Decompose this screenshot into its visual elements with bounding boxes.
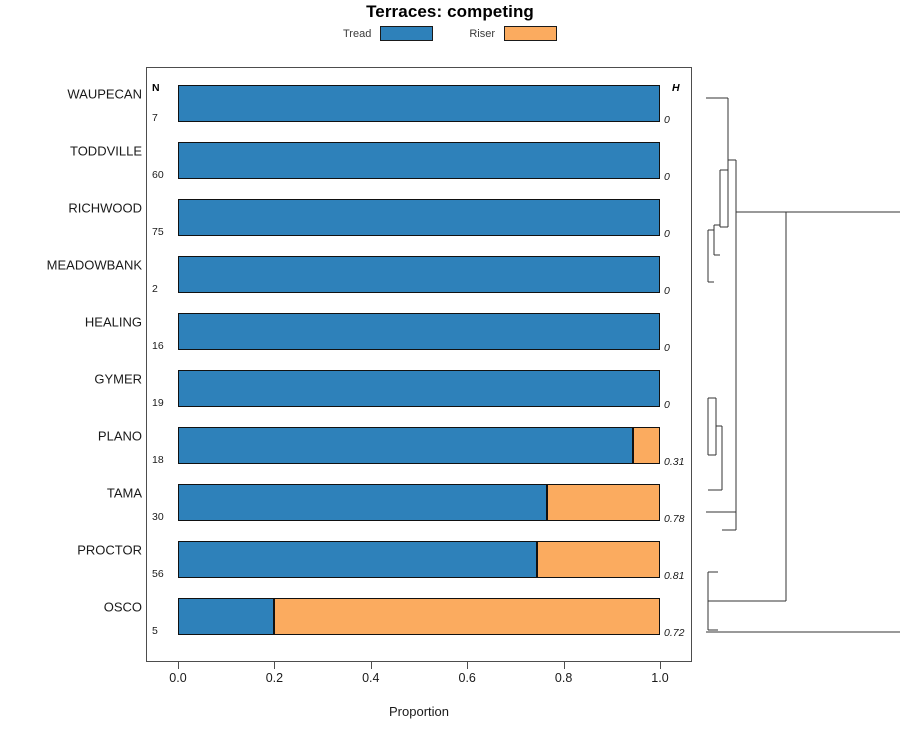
category-label: RICHWOOD bbox=[68, 200, 142, 215]
bar-segment-tread[interactable] bbox=[178, 484, 547, 521]
h-value: 0 bbox=[664, 399, 670, 411]
legend-label-riser: Riser bbox=[469, 27, 495, 40]
h-value: 0 bbox=[664, 228, 670, 240]
x-tick-mark bbox=[178, 662, 179, 669]
bar-segment-tread[interactable] bbox=[178, 370, 660, 407]
column-header-h: H bbox=[672, 82, 680, 94]
n-value: 75 bbox=[152, 226, 164, 238]
category-label: HEALING bbox=[84, 314, 142, 329]
h-value: 0.78 bbox=[664, 513, 685, 525]
x-tick-mark bbox=[660, 662, 661, 669]
category-label: PLANO bbox=[97, 428, 142, 443]
column-header-n: N bbox=[152, 82, 160, 94]
bar-segment-tread[interactable] bbox=[178, 142, 660, 179]
plot-area bbox=[146, 67, 692, 662]
bar-segment-tread[interactable] bbox=[178, 598, 275, 635]
x-tick-mark bbox=[274, 662, 276, 669]
bar-segment-riser[interactable] bbox=[546, 484, 660, 521]
n-value: 2 bbox=[152, 283, 158, 295]
category-label: TODDVILLE bbox=[69, 143, 142, 158]
legend-item-tread[interactable]: Tread bbox=[343, 26, 434, 41]
stacked-bar[interactable] bbox=[178, 256, 660, 293]
stacked-bar[interactable] bbox=[178, 541, 660, 578]
n-value: 56 bbox=[152, 568, 164, 580]
n-value: 30 bbox=[152, 511, 164, 523]
chart-legend: Tread Riser bbox=[0, 26, 900, 41]
x-tick-label: 0.8 bbox=[554, 671, 573, 685]
n-value: 7 bbox=[152, 112, 158, 124]
category-label: OSCO bbox=[103, 599, 142, 614]
bar-segment-tread[interactable] bbox=[178, 256, 660, 293]
x-tick-label: 0.4 bbox=[362, 671, 380, 685]
category-label: PROCTOR bbox=[77, 542, 142, 557]
bar-segment-tread[interactable] bbox=[178, 427, 634, 464]
h-value: 0 bbox=[664, 342, 670, 354]
page-title: Terraces: competing bbox=[366, 2, 534, 21]
stacked-bar[interactable] bbox=[178, 484, 660, 521]
n-value: 5 bbox=[152, 625, 158, 637]
n-value: 60 bbox=[152, 169, 164, 181]
x-tick-mark bbox=[563, 662, 565, 669]
bar-segment-riser[interactable] bbox=[633, 427, 660, 464]
x-tick-label: 0.0 bbox=[169, 671, 187, 685]
x-tick-label: 1.0 bbox=[651, 671, 669, 685]
h-value: 0 bbox=[664, 285, 670, 297]
bar-segment-tread[interactable] bbox=[178, 313, 660, 350]
legend-swatch-tread bbox=[380, 26, 434, 41]
bar-segment-riser[interactable] bbox=[537, 541, 660, 578]
stacked-bar[interactable] bbox=[178, 370, 660, 407]
stacked-bar[interactable] bbox=[178, 85, 660, 122]
bar-segment-riser[interactable] bbox=[274, 598, 660, 635]
legend-swatch-riser bbox=[504, 26, 557, 41]
x-tick-mark bbox=[370, 662, 372, 669]
bar-segment-tread[interactable] bbox=[178, 541, 538, 578]
h-value: 0 bbox=[664, 114, 670, 126]
legend-item-riser[interactable]: Riser bbox=[469, 26, 557, 41]
category-label: MEADOWBANK bbox=[46, 257, 142, 272]
n-value: 16 bbox=[152, 340, 164, 352]
category-label: GYMER bbox=[94, 371, 142, 386]
bar-segment-tread[interactable] bbox=[178, 85, 660, 122]
bar-segment-tread[interactable] bbox=[178, 199, 660, 236]
category-label: TAMA bbox=[106, 485, 142, 500]
h-value: 0.31 bbox=[664, 456, 685, 468]
h-value: 0.81 bbox=[664, 570, 685, 582]
stacked-bar[interactable] bbox=[178, 313, 660, 350]
x-tick-mark bbox=[467, 662, 469, 669]
n-value: 18 bbox=[152, 454, 164, 466]
legend-label-tread: Tread bbox=[343, 27, 372, 40]
dendrogram bbox=[706, 97, 900, 633]
category-label: WAUPECAN bbox=[67, 86, 142, 101]
stacked-bar[interactable] bbox=[178, 142, 660, 179]
n-value: 19 bbox=[152, 397, 164, 409]
x-tick-label: 0.6 bbox=[458, 671, 476, 685]
x-axis-title: Proportion bbox=[389, 704, 449, 719]
h-value: 0.72 bbox=[664, 627, 685, 639]
stacked-bar[interactable] bbox=[178, 427, 660, 464]
h-value: 0 bbox=[664, 171, 670, 183]
stacked-bar[interactable] bbox=[178, 598, 660, 635]
stacked-bar[interactable] bbox=[178, 199, 660, 236]
x-tick-label: 0.2 bbox=[265, 671, 284, 685]
